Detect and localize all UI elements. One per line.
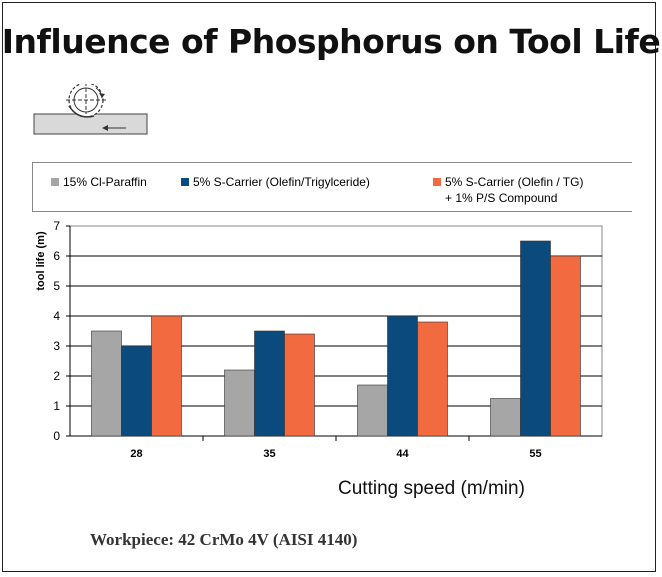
x-tick-label: 28 — [130, 448, 142, 460]
x-tick-label: 55 — [529, 448, 541, 460]
legend-item-s-carrier: 5% S-Carrier (Olefin/Trigylceride) — [181, 175, 370, 189]
bar-s-carrier-ps — [550, 255, 581, 437]
y-axis-title: tool life (m) — [35, 231, 47, 291]
bar-cl-paraffin — [91, 330, 122, 437]
bar-s-carrier — [387, 315, 418, 437]
bar-cl-paraffin — [224, 369, 255, 437]
legend-item-s-carrier-ps-line2: + 1% P/S Compound — [445, 191, 558, 205]
chart-legend: 15% Cl-Paraffin 5% S-Carrier (Olefin/Tri… — [32, 162, 632, 212]
y-tick-label: 6 — [53, 249, 60, 263]
slide-frame — [2, 2, 656, 572]
workpiece-label: Workpiece: 42 CrMo 4V (AISI 4140) — [90, 530, 358, 549]
y-tick-label: 0 — [53, 429, 60, 443]
x-tick-label: 35 — [263, 448, 275, 460]
y-tick-label: 3 — [53, 339, 60, 353]
bar-s-carrier-ps — [151, 315, 182, 437]
bar-s-carrier-ps — [417, 321, 448, 437]
legend-swatch — [51, 178, 59, 186]
bar-cl-paraffin — [357, 384, 388, 437]
bar-s-carrier — [520, 240, 551, 437]
legend-swatch — [181, 178, 189, 186]
legend-swatch — [433, 178, 441, 186]
bar-s-carrier-ps — [284, 333, 315, 437]
legend-item-cl-paraffin: 15% Cl-Paraffin — [51, 175, 147, 189]
x-tick-label: 44 — [396, 448, 409, 460]
chart-title: Influence of Phosphorus on Tool Life — [1, 22, 661, 61]
legend-item-s-carrier-ps: 5% S-Carrier (Olefin / TG) — [433, 175, 583, 189]
y-tick-label: 4 — [53, 309, 60, 323]
bar-s-carrier — [121, 345, 152, 437]
milling-tool-icon — [33, 84, 148, 135]
y-tick-label: 5 — [53, 279, 60, 293]
y-tick-label: 2 — [53, 369, 60, 383]
x-axis-title: Cutting speed (m/min) — [338, 478, 525, 499]
y-tick-label: 7 — [53, 219, 60, 233]
bar-s-carrier — [254, 330, 285, 437]
y-tick-label: 1 — [53, 399, 60, 413]
bar-chart: 0 1 2 3 4 5 6 7 tool life (m) 28 35 44 55 — [35, 219, 603, 460]
bar-cl-paraffin — [490, 398, 521, 437]
